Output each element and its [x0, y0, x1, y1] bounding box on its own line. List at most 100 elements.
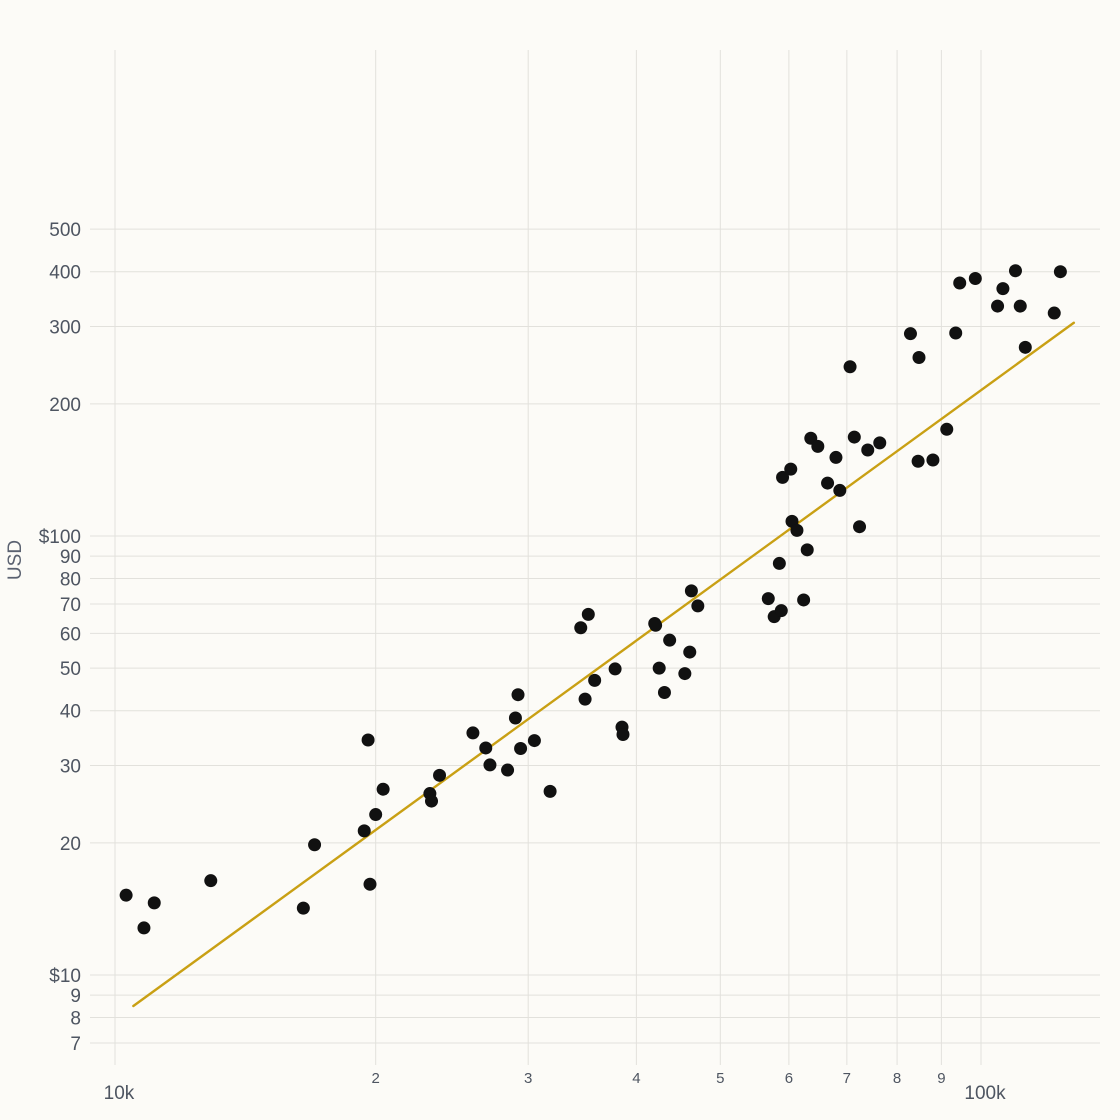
data-point	[991, 299, 1005, 313]
data-point	[873, 436, 887, 450]
y-tick-label: 40	[60, 702, 81, 723]
data-point	[1053, 265, 1067, 279]
data-point	[657, 686, 671, 700]
data-point	[663, 633, 677, 647]
data-point	[821, 476, 835, 490]
y-tick-label: 9	[70, 986, 81, 1007]
trend-layer	[132, 321, 1076, 1008]
data-point	[784, 462, 798, 476]
y-tick-label: 500	[49, 220, 81, 241]
data-point	[608, 662, 622, 676]
data-point	[204, 874, 218, 888]
data-point	[433, 768, 447, 782]
x-tick-label: 4	[632, 1070, 640, 1087]
data-point	[911, 454, 925, 468]
y-tick-label: 8	[70, 1009, 81, 1030]
data-point	[652, 661, 666, 675]
data-point	[649, 618, 663, 632]
data-point	[511, 688, 525, 702]
data-point	[833, 483, 847, 497]
y-tick-label: 30	[60, 757, 81, 778]
data-point	[853, 520, 867, 534]
data-point	[843, 360, 857, 374]
data-point	[774, 604, 788, 618]
data-point	[1013, 299, 1027, 313]
data-point	[761, 592, 775, 606]
data-point	[581, 607, 595, 621]
data-point	[588, 673, 602, 687]
data-point	[926, 453, 940, 467]
x-tick-label: 5	[716, 1070, 724, 1087]
y-tick-label: 90	[60, 547, 81, 568]
data-point	[811, 439, 825, 453]
point-layer	[119, 264, 1067, 935]
data-point	[483, 758, 497, 772]
data-point	[425, 794, 439, 808]
y-tick-label: 80	[60, 570, 81, 591]
y-tick-label: 300	[49, 318, 81, 339]
data-point	[147, 896, 161, 910]
data-point	[308, 838, 322, 852]
y-tick-label: 70	[60, 595, 81, 616]
y-tick-label: 200	[49, 395, 81, 416]
data-point	[616, 728, 630, 742]
data-point	[501, 763, 515, 777]
data-point	[296, 901, 310, 915]
x-tick-label: 6	[785, 1070, 793, 1087]
data-point	[683, 645, 697, 659]
data-point	[479, 741, 493, 755]
data-point	[772, 556, 786, 570]
y-tick-label: $10	[49, 966, 81, 987]
data-point	[968, 271, 982, 285]
x-tick-label: 9	[937, 1070, 945, 1087]
data-point	[800, 543, 814, 557]
y-tick-label: 400	[49, 263, 81, 284]
data-point	[466, 726, 480, 740]
data-point	[776, 470, 790, 484]
data-point	[1008, 264, 1022, 278]
data-point	[903, 327, 917, 341]
x-axis-ticks: 10k 2 3 4 5 6 7 8 9 100k	[104, 1070, 1006, 1104]
data-point	[361, 733, 375, 747]
data-point	[1047, 306, 1061, 320]
data-point	[514, 742, 528, 756]
data-point	[678, 667, 692, 681]
data-point	[940, 422, 954, 436]
data-point	[527, 734, 541, 748]
y-tick-label: 60	[60, 624, 81, 645]
x-tick-label: 10k	[104, 1083, 135, 1104]
data-point	[363, 877, 377, 891]
data-point	[369, 808, 383, 822]
data-point	[797, 593, 811, 607]
data-point	[119, 888, 133, 902]
data-point	[1018, 340, 1032, 354]
trend-line	[132, 321, 1076, 1008]
data-point	[912, 351, 926, 365]
x-tick-label: 2	[372, 1070, 380, 1087]
x-tick-label: 7	[843, 1070, 851, 1087]
data-point	[137, 921, 151, 935]
data-point	[684, 584, 698, 598]
data-point	[847, 430, 861, 444]
data-point	[996, 282, 1010, 296]
data-point	[543, 784, 557, 798]
x-tick-label: 8	[893, 1070, 901, 1087]
y-tick-label: $100	[39, 527, 81, 548]
grid-layer	[90, 50, 1100, 1065]
x-tick-label: 3	[524, 1070, 532, 1087]
data-point	[829, 450, 843, 464]
data-point	[578, 692, 592, 706]
data-point	[790, 523, 804, 537]
x-tick-label: 100k	[964, 1083, 1006, 1104]
data-point	[376, 782, 390, 796]
y-axis-title: USD	[5, 540, 26, 580]
data-point	[953, 276, 967, 290]
y-tick-label: 7	[70, 1034, 81, 1055]
y-tick-label: 20	[60, 834, 81, 855]
data-point	[691, 599, 705, 613]
data-point	[508, 711, 522, 725]
y-tick-label: 50	[60, 659, 81, 680]
data-point	[574, 621, 588, 635]
